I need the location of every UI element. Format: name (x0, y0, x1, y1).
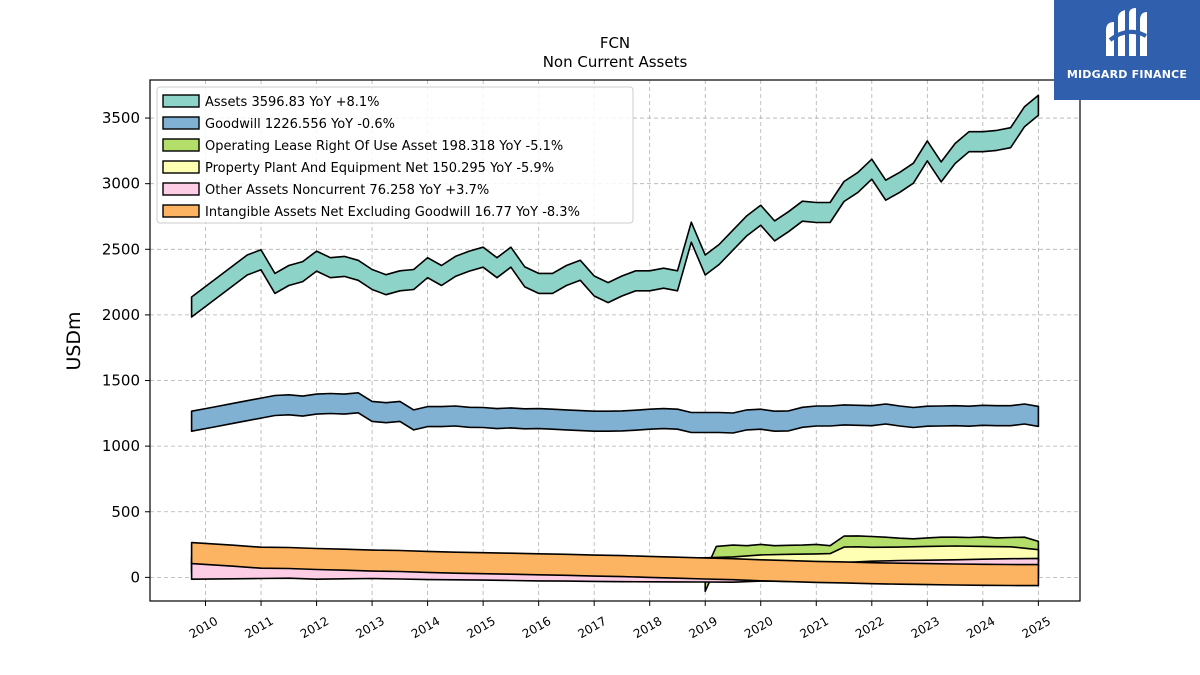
y-tick-label: 1500 (102, 372, 140, 390)
x-tick-label: 2022 (853, 614, 886, 641)
x-tick-label: 2016 (520, 614, 553, 641)
y-tick-label: 1000 (102, 437, 140, 455)
legend-entry: Other Assets Noncurrent 76.258 YoY +3.7% (205, 183, 489, 198)
x-tick-label: 2025 (1020, 614, 1053, 641)
x-tick-label: 2018 (631, 614, 664, 641)
brand-emblem-icon (1106, 8, 1147, 56)
x-tick-label: 2014 (409, 614, 442, 641)
y-axis-label: USDm (63, 311, 85, 370)
legend-swatch (162, 160, 200, 174)
brand-name: MIDGARD FINANCE (1066, 68, 1188, 81)
brand-logo: MIDGARD FINANCE (1054, 0, 1200, 100)
y-tick-label: 500 (111, 503, 140, 521)
series-band-1 (190, 392, 1040, 434)
x-tick-label: 2021 (798, 614, 831, 641)
series-band-0 (190, 94, 1040, 318)
y-axis: 0 500 1000 1500 2000 2500 3000 3500 (102, 109, 150, 586)
x-tick-label: 2015 (464, 614, 497, 641)
y-tick-label: 2500 (102, 240, 140, 258)
chart-subtitle: Non Current Assets (543, 53, 688, 71)
legend-entry: Property Plant And Equipment Net 150.295… (205, 161, 554, 176)
plot-frame (149, 79, 1081, 602)
legend-swatch (162, 204, 200, 218)
y-tick-label: 3500 (102, 109, 140, 127)
legend-swatch (162, 116, 200, 130)
legend: Assets 3596.83 YoY +8.1% Goodwill 1226.55… (156, 86, 634, 224)
x-tick-label: 2010 (187, 614, 220, 641)
legend-entry: Operating Lease Right Of Use Asset 198.3… (205, 139, 563, 154)
x-tick-label: 2017 (575, 614, 608, 641)
x-tick-label: 2019 (686, 614, 719, 641)
legend-entry: Intangible Assets Net Excluding Goodwill… (205, 205, 580, 220)
chart-title: FCN (600, 34, 630, 52)
x-tick-label: 2023 (909, 614, 942, 641)
x-tick-label: 2024 (964, 614, 997, 641)
legend-entry: Goodwill 1226.556 YoY -0.6% (205, 117, 395, 132)
legend-box (156, 86, 634, 224)
x-axis: 2010 2011 2012 2013 2014 2015 2016 2017 2018 2019… (187, 601, 1053, 641)
series-band-5 (190, 541, 1040, 587)
x-tick-label: 2020 (742, 614, 775, 641)
y-tick-label: 2000 (102, 306, 140, 324)
legend-swatch (162, 94, 200, 108)
y-tick-label: 3000 (102, 175, 140, 193)
legend-entry: Assets 3596.83 YoY +8.1% (205, 95, 380, 110)
x-tick-label: 2011 (242, 614, 275, 641)
x-tick-label: 2013 (353, 614, 386, 641)
y-tick-label: 0 (130, 568, 140, 586)
series-layer (190, 94, 1040, 593)
x-tick-label: 2012 (298, 614, 331, 641)
legend-swatch (162, 182, 200, 196)
legend-swatch (162, 138, 200, 152)
